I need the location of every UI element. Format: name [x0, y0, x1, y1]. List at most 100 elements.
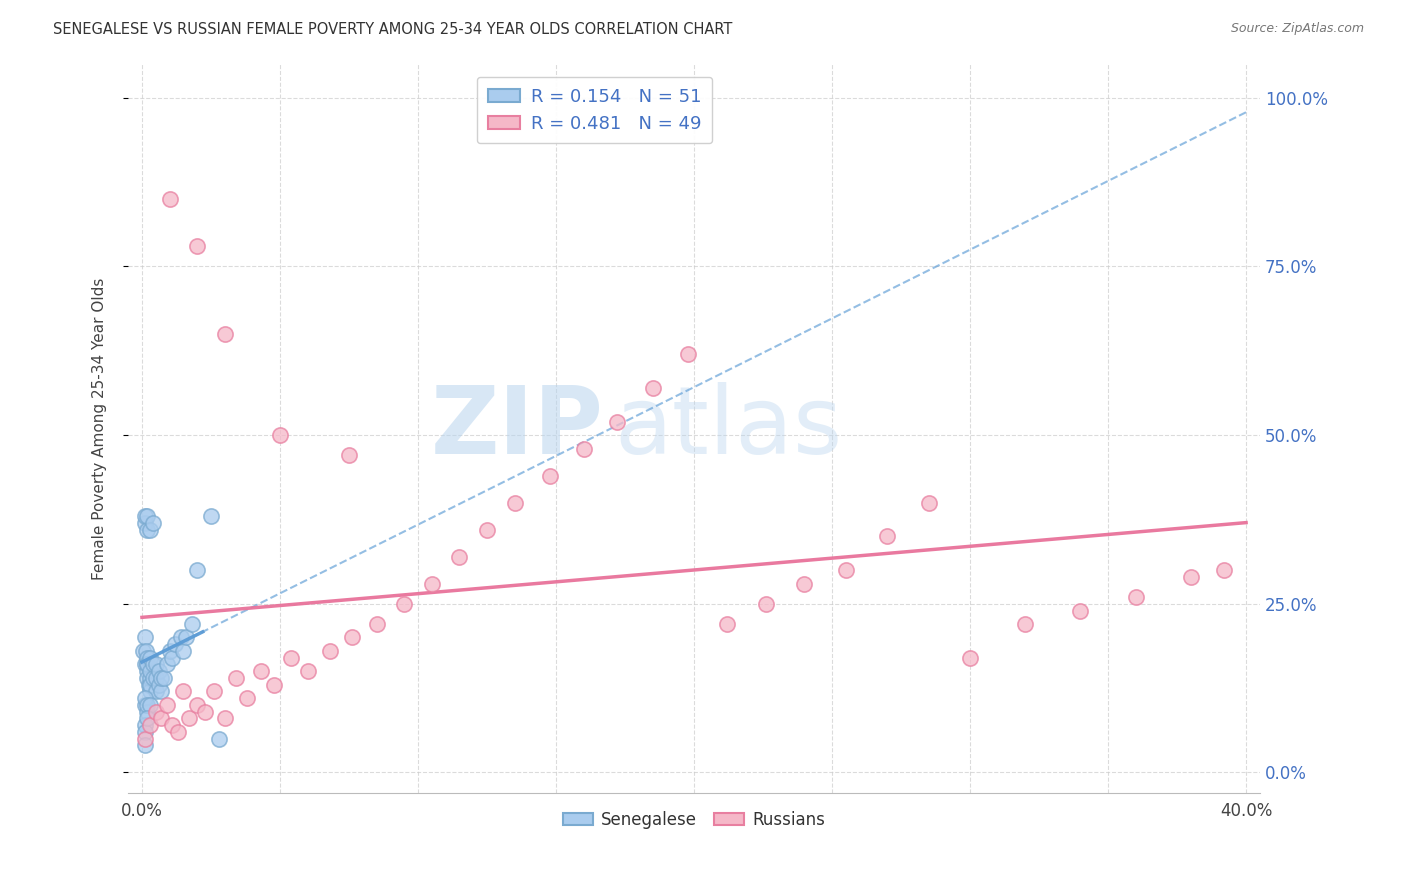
Point [142, 516, 165, 530]
Point [139, 698, 162, 712]
Point [366, 617, 388, 632]
Point [139, 684, 162, 698]
Point [159, 644, 181, 658]
Point [194, 705, 217, 719]
Point [263, 678, 285, 692]
Text: Source: ZipAtlas.com: Source: ZipAtlas.com [1230, 22, 1364, 36]
Text: SENEGALESE VS RUSSIAN FEMALE POVERTY AMONG 25-34 YEAR OLDS CORRELATION CHART: SENEGALESE VS RUSSIAN FEMALE POVERTY AMO… [53, 22, 733, 37]
Point [180, 617, 202, 632]
Point [139, 523, 162, 537]
Point [392, 597, 415, 611]
Point [139, 718, 162, 732]
Point [136, 657, 159, 672]
Point [134, 509, 156, 524]
Point [136, 711, 159, 725]
Point [135, 644, 157, 658]
Point [162, 718, 184, 732]
Point [236, 691, 259, 706]
Point [225, 671, 247, 685]
Point [134, 691, 156, 706]
Point [280, 650, 302, 665]
Point [186, 239, 208, 253]
Point [540, 468, 562, 483]
Point [136, 509, 159, 524]
Point [793, 576, 815, 591]
Point [148, 664, 170, 678]
Point [134, 631, 156, 645]
Point [475, 523, 498, 537]
Point [136, 664, 159, 678]
Point [139, 678, 162, 692]
Point [208, 731, 231, 746]
Point [716, 617, 738, 632]
Point [835, 563, 858, 577]
Point [136, 650, 159, 665]
Point [134, 657, 156, 672]
Point [142, 657, 165, 672]
Point [134, 731, 156, 746]
Point [606, 415, 628, 429]
Point [1014, 617, 1036, 632]
Point [145, 705, 167, 719]
Point [503, 495, 526, 509]
Point [150, 711, 173, 725]
Point [165, 637, 187, 651]
Point [449, 549, 471, 564]
Text: atlas: atlas [614, 383, 844, 475]
Point [337, 448, 360, 462]
Point [136, 523, 159, 537]
Point [1069, 603, 1091, 617]
Point [172, 684, 194, 698]
Point [150, 671, 173, 685]
Point [162, 650, 184, 665]
Text: ZIP: ZIP [430, 383, 603, 475]
Point [132, 644, 155, 658]
Point [139, 664, 162, 678]
Legend: Senegalese, Russians: Senegalese, Russians [557, 804, 832, 835]
Point [138, 678, 160, 692]
Point [148, 678, 170, 692]
Point [1125, 590, 1147, 604]
Point [139, 650, 162, 665]
Point [150, 684, 173, 698]
Point [202, 684, 225, 698]
Point [917, 495, 939, 509]
Point [134, 718, 156, 732]
Point [136, 671, 159, 685]
Point [318, 644, 340, 658]
Point [166, 725, 188, 739]
Point [876, 529, 898, 543]
Point [959, 650, 981, 665]
Point [142, 671, 165, 685]
Point [136, 698, 159, 712]
Point [153, 671, 176, 685]
Point [156, 698, 179, 712]
Point [134, 725, 156, 739]
Y-axis label: Female Poverty Among 25-34 Year Olds: Female Poverty Among 25-34 Year Olds [93, 277, 107, 580]
Point [297, 664, 319, 678]
Point [139, 671, 162, 685]
Point [172, 644, 194, 658]
Point [159, 192, 181, 206]
Point [214, 711, 236, 725]
Point [1213, 563, 1236, 577]
Point [755, 597, 778, 611]
Point [145, 671, 167, 685]
Point [249, 664, 271, 678]
Point [340, 631, 363, 645]
Point [134, 516, 156, 530]
Point [169, 631, 191, 645]
Point [186, 698, 208, 712]
Point [420, 576, 443, 591]
Point [177, 711, 200, 725]
Point [572, 442, 595, 456]
Point [678, 347, 700, 361]
Point [269, 428, 291, 442]
Point [641, 381, 664, 395]
Point [136, 657, 159, 672]
Point [134, 739, 156, 753]
Point [136, 705, 159, 719]
Point [1180, 570, 1202, 584]
Point [200, 509, 222, 524]
Point [174, 631, 197, 645]
